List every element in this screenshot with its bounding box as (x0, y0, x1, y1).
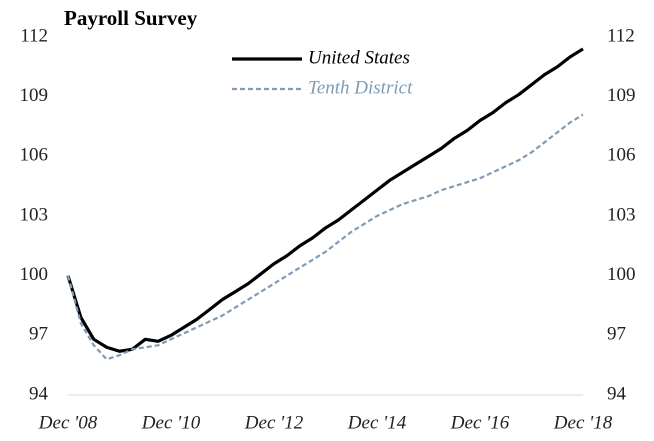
y2-tick-label: 94 (607, 383, 627, 404)
y2-tick-label: 106 (607, 145, 636, 166)
x-tick-label: Dec '14 (347, 412, 407, 433)
y2-tick-label: 103 (607, 204, 636, 225)
chart-title: Payroll Survey (64, 6, 198, 30)
data-line (66, 47, 584, 353)
y-tick-label: 106 (20, 145, 49, 166)
y2-tick-label: 97 (607, 324, 626, 345)
x-tick-label: Dec '10 (141, 412, 201, 433)
legend-label: Tenth District (308, 77, 413, 98)
x-tick-label: Dec '12 (244, 412, 304, 433)
y-tick-label: 103 (20, 204, 49, 225)
x-tick-label: Dec '18 (553, 412, 613, 433)
y-tick-label: 94 (29, 383, 49, 404)
y-tick-label: 100 (20, 264, 49, 285)
legend-label: United States (308, 47, 410, 68)
x-tick-label: Dec '16 (450, 412, 510, 433)
x-tick-label: Dec '08 (38, 412, 98, 433)
y2-tick-label: 100 (607, 264, 636, 285)
y-tick-label: 97 (29, 324, 48, 345)
y2-tick-label: 112 (607, 25, 635, 46)
data-line (66, 113, 584, 361)
y-tick-label: 112 (20, 25, 48, 46)
y2-tick-label: 109 (607, 85, 636, 106)
y-tick-label: 109 (20, 85, 49, 106)
